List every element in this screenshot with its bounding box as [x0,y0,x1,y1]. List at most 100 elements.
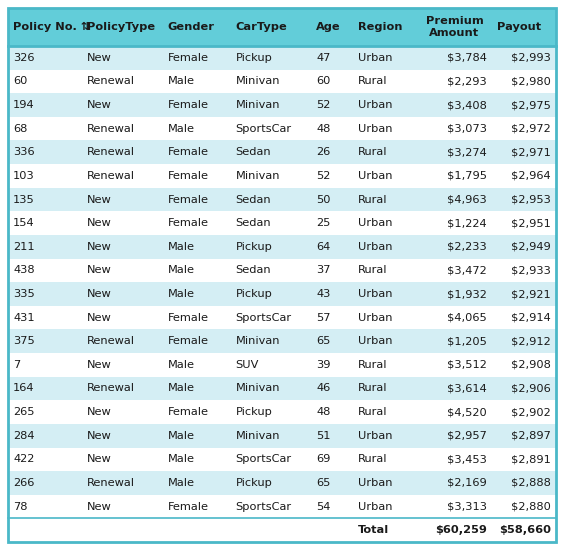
Text: Age: Age [316,22,341,32]
Text: $58,660: $58,660 [499,525,551,535]
Text: 336: 336 [13,147,34,157]
Bar [8,329,82,353]
Text: New: New [87,312,112,323]
Bar [353,117,417,140]
Text: $2,914: $2,914 [511,312,551,323]
Text: Urban: Urban [358,242,393,252]
Text: Payout: Payout [496,22,541,32]
Bar [311,495,353,519]
Text: Male: Male [168,454,195,464]
Bar [231,519,311,542]
Text: SportsCar: SportsCar [235,454,292,464]
Bar [82,8,163,46]
Bar [417,329,492,353]
Text: $2,975: $2,975 [511,100,551,110]
Text: New: New [87,407,112,417]
Bar [492,164,556,188]
Bar [417,306,492,329]
Bar [231,448,311,471]
Text: 68: 68 [13,124,28,134]
Bar [82,282,163,306]
Text: $2,880: $2,880 [511,502,551,512]
Text: 50: 50 [316,195,331,205]
Text: $2,971: $2,971 [511,147,551,157]
Text: 135: 135 [13,195,35,205]
Text: New: New [87,289,112,299]
Bar [163,8,231,46]
Bar [492,70,556,94]
Bar [8,282,82,306]
Text: $2,921: $2,921 [511,289,551,299]
Bar [353,140,417,164]
Bar [8,46,82,70]
Bar [311,519,353,542]
Text: 284: 284 [13,431,34,441]
Text: 48: 48 [316,124,331,134]
Bar [353,353,417,377]
Bar [417,211,492,235]
Bar [82,424,163,448]
Text: $4,520: $4,520 [447,407,487,417]
Text: New: New [87,195,112,205]
Bar [417,519,492,542]
Bar [8,188,82,211]
Bar [231,211,311,235]
Text: $1,224: $1,224 [447,218,487,228]
Text: 51: 51 [316,431,331,441]
Text: 52: 52 [316,100,331,110]
Bar [417,140,492,164]
Text: Rural: Rural [358,383,387,393]
Bar [231,400,311,424]
Text: Renewal: Renewal [87,124,135,134]
Text: 39: 39 [316,360,331,370]
Bar [8,70,82,94]
Bar [163,282,231,306]
Bar [8,164,82,188]
Bar [163,377,231,400]
Bar [492,353,556,377]
Text: Rural: Rural [358,76,387,86]
Bar [417,377,492,400]
Text: Sedan: Sedan [235,266,271,276]
Bar [353,258,417,282]
Text: New: New [87,431,112,441]
Text: 194: 194 [13,100,34,110]
Text: Urban: Urban [358,478,393,488]
Bar [82,164,163,188]
Text: 57: 57 [316,312,331,323]
Text: Renewal: Renewal [87,171,135,181]
Bar [82,46,163,70]
Bar [8,140,82,164]
Text: Male: Male [168,289,195,299]
Bar [231,495,311,519]
Text: $2,906: $2,906 [511,383,551,393]
Bar [311,471,353,495]
Bar [492,377,556,400]
Text: Rural: Rural [358,195,387,205]
Text: Policy No. ⇅: Policy No. ⇅ [13,22,90,32]
Bar [82,235,163,258]
Bar [417,70,492,94]
Bar [163,70,231,94]
Bar [353,377,417,400]
Text: Female: Female [168,502,209,512]
Bar [8,235,82,258]
Text: 431: 431 [13,312,34,323]
Text: $2,933: $2,933 [511,266,551,276]
Bar [311,70,353,94]
Text: SportsCar: SportsCar [235,502,292,512]
Bar [163,258,231,282]
Text: Urban: Urban [358,502,393,512]
Text: Female: Female [168,218,209,228]
Text: 422: 422 [13,454,34,464]
Text: Rural: Rural [358,407,387,417]
Bar [82,188,163,211]
Text: Female: Female [168,53,209,63]
Bar [417,424,492,448]
Bar [417,235,492,258]
Bar [163,353,231,377]
Text: Pickup: Pickup [235,407,272,417]
Text: Rural: Rural [358,266,387,276]
Bar [82,353,163,377]
Text: Pickup: Pickup [235,289,272,299]
